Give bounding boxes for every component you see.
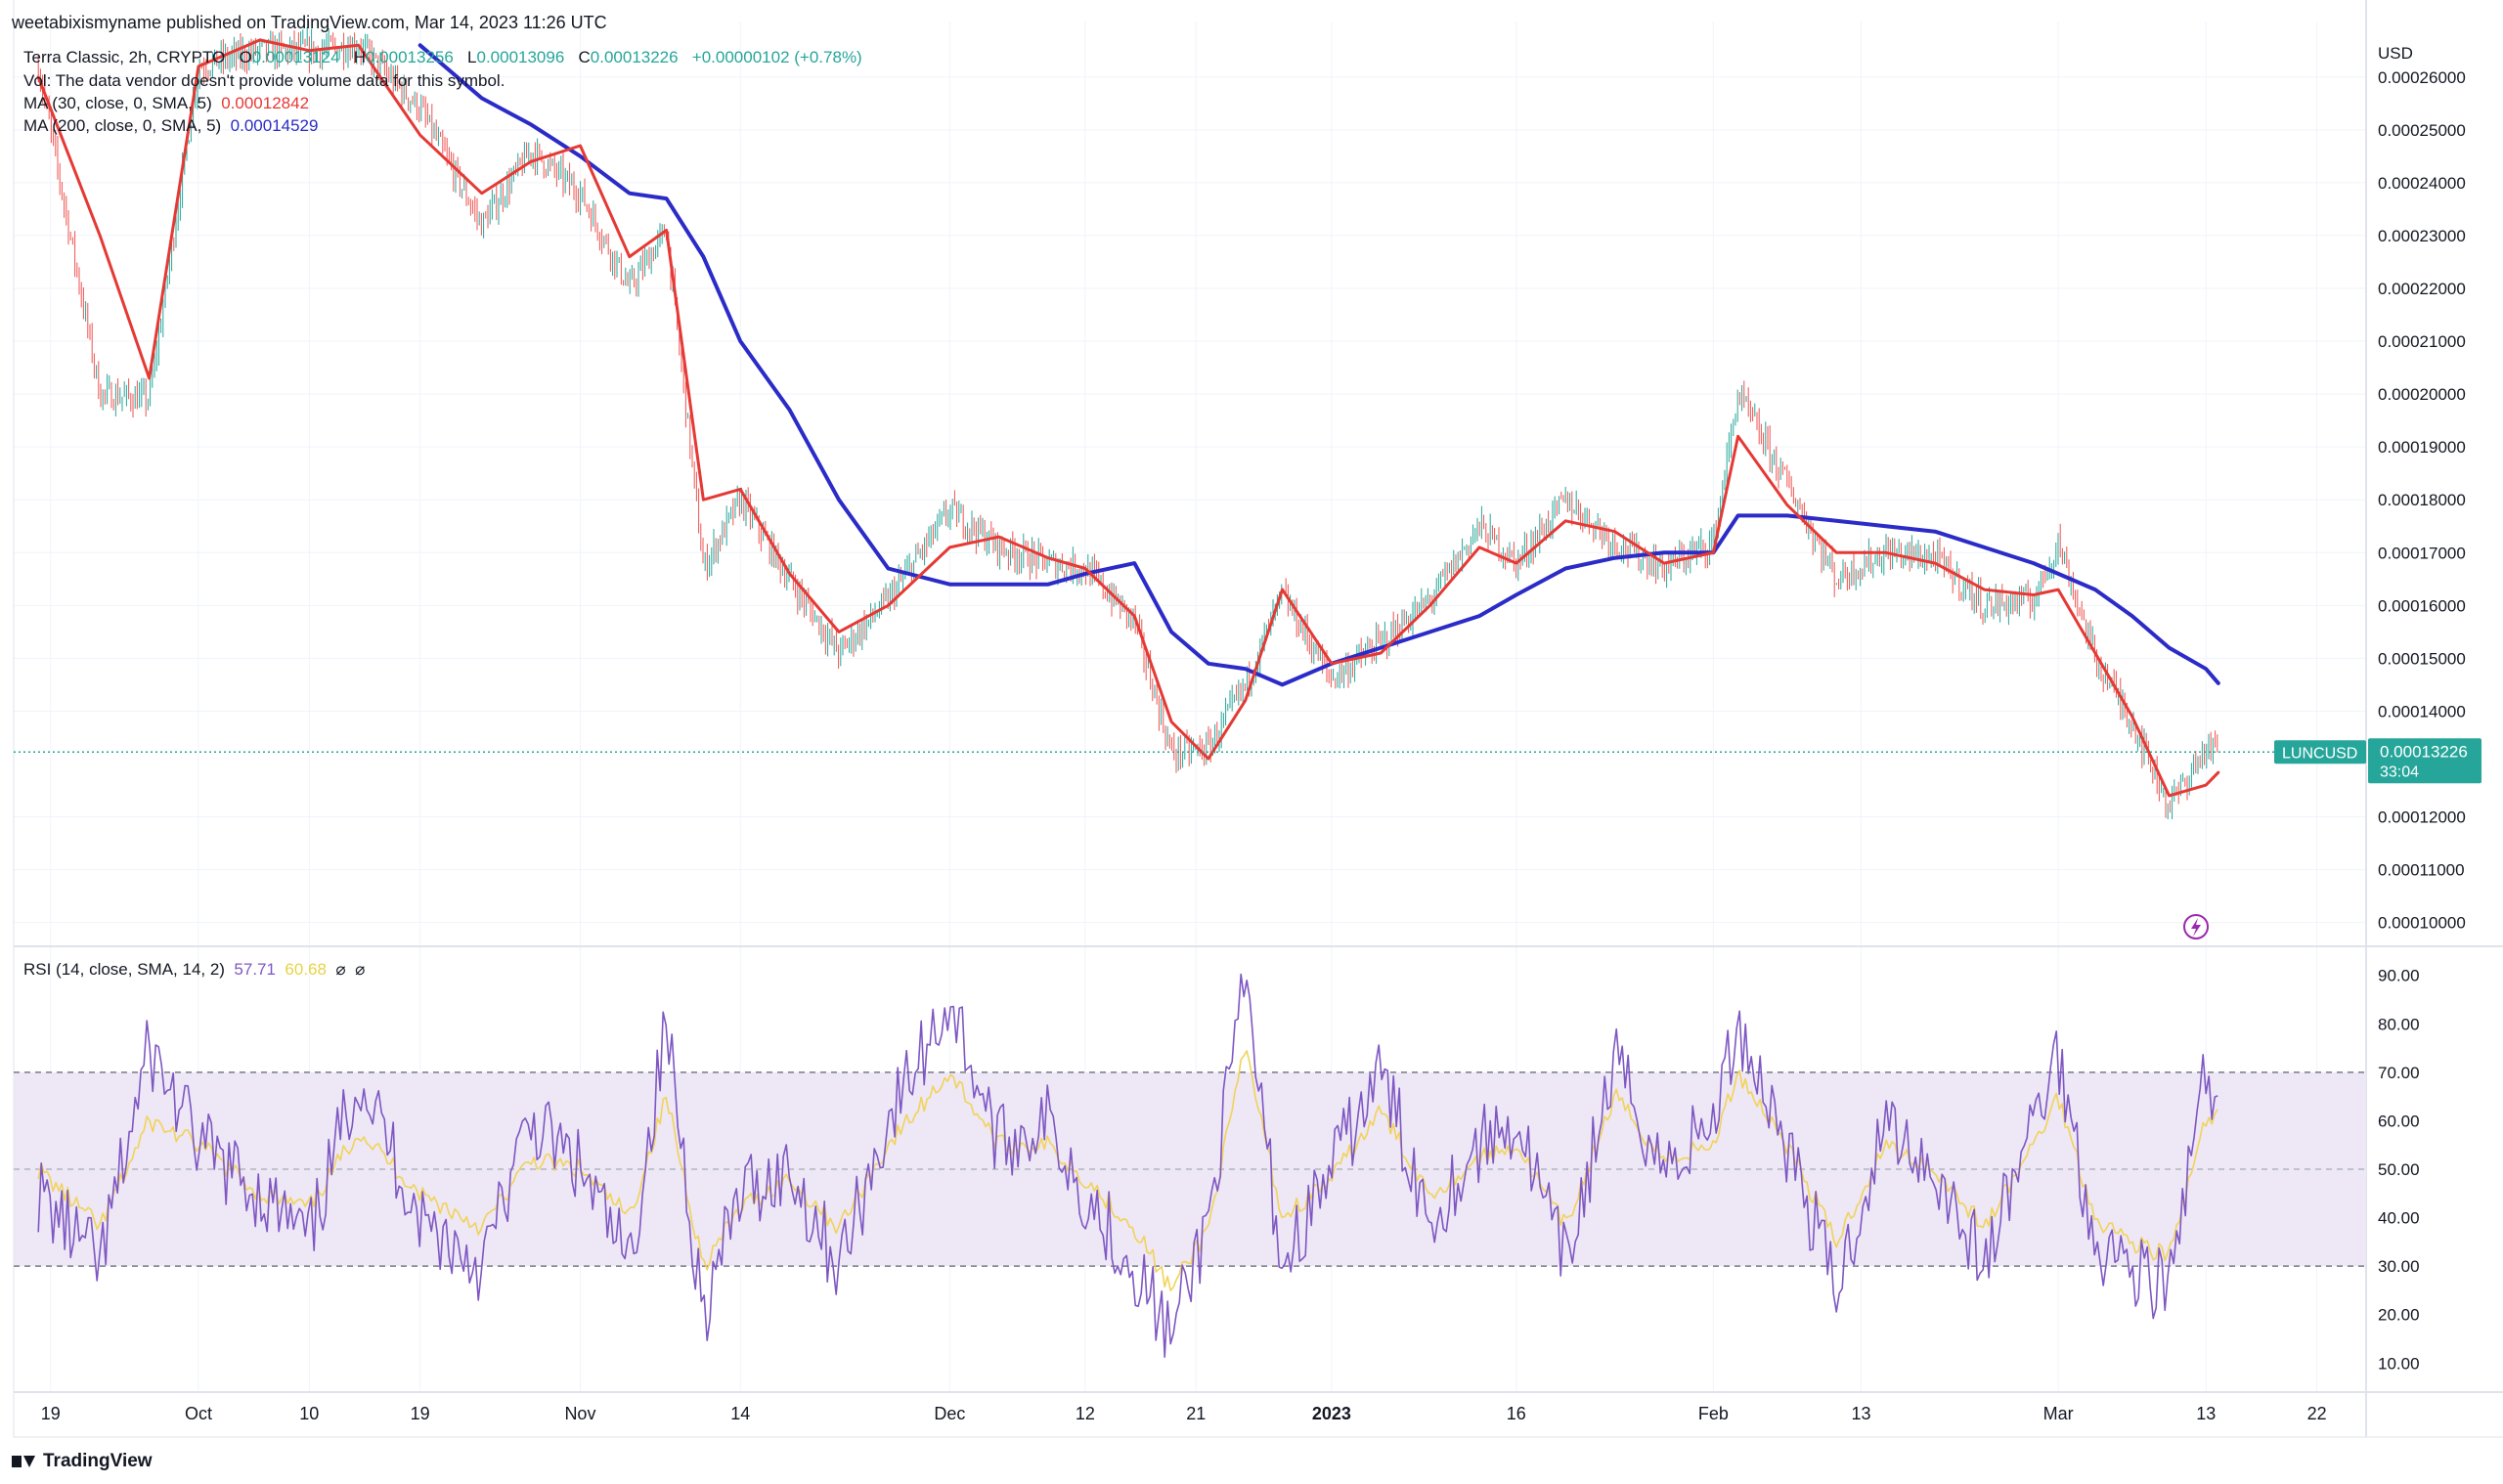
price-tick-label: 0.00025000: [2378, 121, 2466, 140]
time-label: 2023: [1312, 1404, 1351, 1423]
bar-countdown: 33:04: [2380, 764, 2419, 780]
time-label: 10: [299, 1404, 319, 1423]
rsi-tick-label: 40.00: [2378, 1209, 2420, 1228]
footer-brand: TradingView: [43, 1451, 153, 1471]
time-label: 12: [1076, 1404, 1095, 1423]
symbol-label[interactable]: Terra Classic, 2h, CRYPTO: [23, 48, 226, 66]
ma200-line: [417, 43, 2220, 687]
ma30-label[interactable]: MA (30, close, 0, SMA, 5): [23, 94, 212, 112]
symbol-tag: LUNCUSD: [2282, 745, 2357, 762]
low-value: 0.00013096: [476, 48, 565, 66]
close-label: C: [578, 48, 591, 66]
ma30-line: [36, 38, 2220, 798]
published-line: weetabixismyname published on TradingVie…: [12, 13, 607, 32]
price-tick-label: 0.00020000: [2378, 385, 2466, 404]
time-label: 16: [1507, 1404, 1526, 1423]
rsi-tick-label: 20.00: [2378, 1306, 2420, 1325]
time-label: Nov: [564, 1404, 595, 1423]
time-label: Oct: [185, 1404, 212, 1423]
ma30-legend[interactable]: MA (30, close, 0, SMA, 5) 0.00012842: [23, 94, 309, 113]
volume-note: Vol: The data vendor doesn't provide vol…: [23, 71, 505, 90]
volume-legend: Vol: The data vendor doesn't provide vol…: [23, 71, 505, 91]
time-label: Mar: [2043, 1404, 2074, 1423]
currency-label: USD: [2378, 44, 2413, 63]
rsi-extra: ⌀ ⌀: [335, 960, 366, 979]
symbol-tag-bg: [2274, 740, 2366, 764]
low-label: L: [467, 48, 477, 66]
main-legend[interactable]: Terra Classic, 2h, CRYPTO O0.00013124 H0…: [23, 48, 862, 67]
time-label: 19: [411, 1404, 430, 1423]
rsi-tick-label: 90.00: [2378, 967, 2420, 985]
rsi-tick-label: 10.00: [2378, 1354, 2420, 1373]
close-value: 0.00013226: [590, 48, 679, 66]
rsi-tick-label: 30.00: [2378, 1257, 2420, 1276]
price-tick-label: 0.00021000: [2378, 332, 2466, 351]
time-label: 13: [2196, 1404, 2216, 1423]
time-label: 19: [41, 1404, 61, 1423]
high-value: 0.00013256: [366, 48, 454, 66]
rsi-line: [37, 973, 2218, 1358]
ma200-legend[interactable]: MA (200, close, 0, SMA, 5) 0.00014529: [23, 116, 318, 136]
lightning-glyph: [2191, 918, 2201, 937]
candles: [37, 26, 2218, 820]
time-label: 14: [730, 1404, 750, 1423]
price-tick-label: 0.00023000: [2378, 227, 2466, 245]
high-label: H: [353, 48, 366, 66]
time-label: 21: [1186, 1404, 1206, 1423]
price-tick-label: 0.00014000: [2378, 702, 2466, 720]
price-tick-label: 0.00026000: [2378, 68, 2466, 87]
rsi-label[interactable]: RSI (14, close, SMA, 14, 2): [23, 960, 225, 979]
ma200-value: 0.00014529: [230, 116, 319, 135]
rsi-tick-label: 60.00: [2378, 1112, 2420, 1130]
last-price-badge[interactable]: [2368, 738, 2481, 784]
open-value: 0.00013124: [251, 48, 340, 66]
price-tick-label: 0.00011000: [2378, 861, 2465, 880]
price-tick-label: 0.00012000: [2378, 808, 2466, 827]
time-label: Dec: [934, 1404, 965, 1423]
rsi-value: 57.71: [234, 960, 276, 979]
rsi-ma-line: [37, 1050, 2218, 1291]
price-tick-label: 0.00015000: [2378, 649, 2466, 668]
price-tick-label: 0.00024000: [2378, 174, 2466, 193]
tradingview-footer[interactable]: TradingView: [12, 1451, 153, 1472]
price-tick-label: 0.00017000: [2378, 544, 2466, 562]
rsi-tick-label: 50.00: [2378, 1160, 2420, 1179]
price-tick-label: 0.00019000: [2378, 438, 2466, 457]
ma200-label[interactable]: MA (200, close, 0, SMA, 5): [23, 116, 222, 135]
rsi-ma-value: 60.68: [285, 960, 327, 979]
change-value: +0.00000102 (+0.78%): [691, 48, 862, 66]
last-price-value: 0.00013226: [2380, 742, 2468, 761]
rsi-tick-label: 80.00: [2378, 1015, 2420, 1033]
ma30-value: 0.00012842: [221, 94, 310, 112]
price-tick-label: 0.00016000: [2378, 596, 2466, 615]
open-label: O: [239, 48, 252, 66]
time-label: 22: [2307, 1404, 2327, 1423]
price-tick-label: 0.00010000: [2378, 914, 2466, 933]
rsi-legend[interactable]: RSI (14, close, SMA, 14, 2) 57.71 60.68 …: [23, 960, 365, 980]
price-tick-label: 0.00022000: [2378, 280, 2466, 298]
time-label: 13: [1852, 1404, 1871, 1423]
price-tick-label: 0.00018000: [2378, 491, 2466, 509]
rsi-tick-label: 70.00: [2378, 1064, 2420, 1082]
tradingview-logo-icon: [12, 1454, 37, 1469]
time-label: Feb: [1698, 1404, 1729, 1423]
